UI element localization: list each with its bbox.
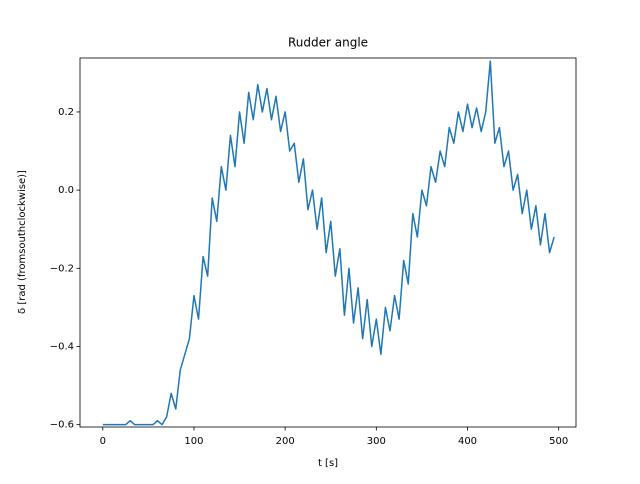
x-tick-label: 300 (367, 436, 386, 447)
plot-frame (79, 57, 577, 428)
x-tick-label: 500 (549, 436, 568, 447)
x-tick-label: 200 (276, 436, 295, 447)
x-axis-label: t [s] (318, 458, 338, 469)
y-tick-label: −0.6 (50, 420, 74, 431)
y-tick-label: −0.4 (50, 341, 74, 352)
y-tick-label: 0.2 (58, 107, 74, 118)
y-tick-label: −0.2 (50, 263, 74, 274)
y-tick-label: 0.0 (58, 185, 74, 196)
data-line (102, 60, 555, 426)
y-axis-label: δ [rad (fromsouthclockwise)] (17, 170, 28, 314)
x-tick-label: 100 (184, 436, 203, 447)
chart-title: Rudder angle (288, 36, 368, 50)
x-tick-label: 400 (458, 436, 477, 447)
x-tick-label: 0 (100, 436, 106, 447)
